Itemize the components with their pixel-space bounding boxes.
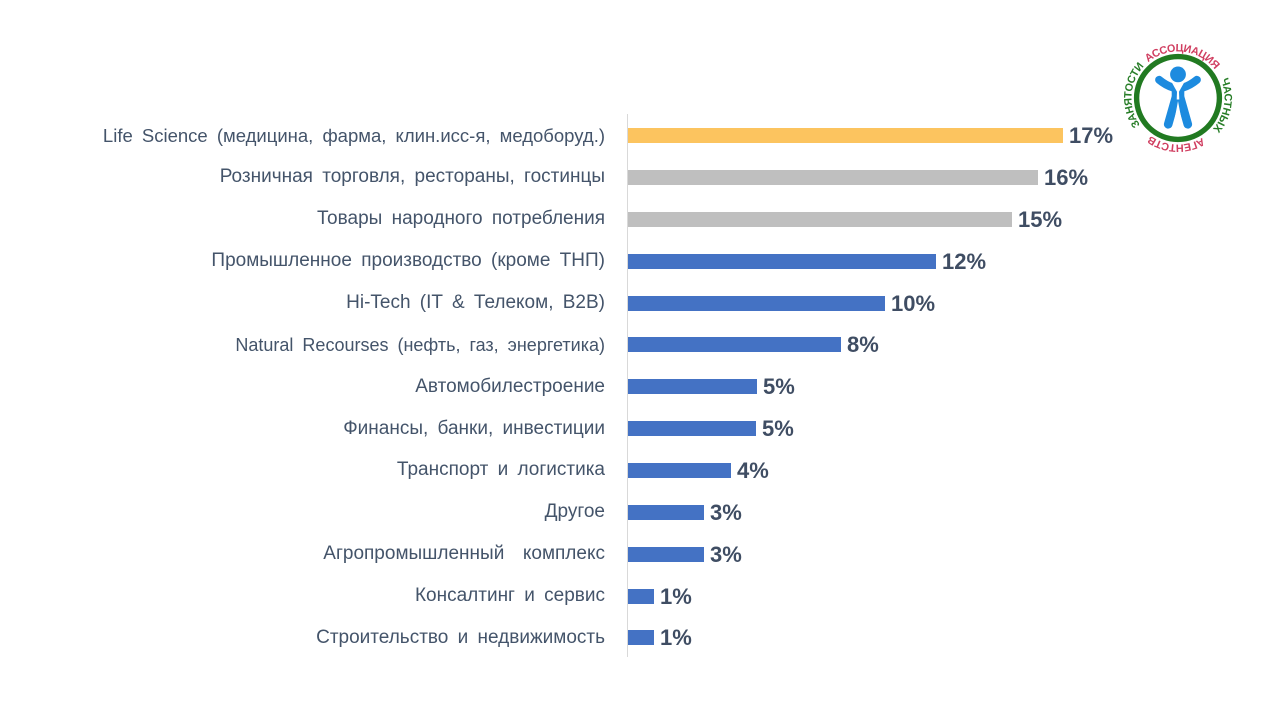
svg-text:ЧАСТНЫХ: ЧАСТНЫХ xyxy=(1210,77,1234,135)
